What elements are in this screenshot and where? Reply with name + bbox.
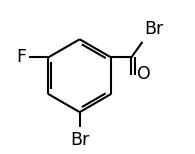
Text: F: F: [16, 49, 26, 67]
Text: O: O: [137, 65, 151, 83]
Text: Br: Br: [144, 20, 163, 38]
Text: Br: Br: [70, 131, 89, 149]
